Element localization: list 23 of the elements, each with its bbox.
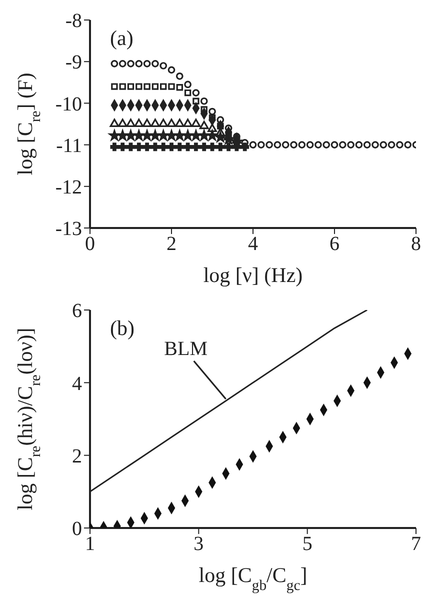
y-tick-label: -13 <box>55 218 82 240</box>
y-tick-label: -9 <box>65 52 82 74</box>
x-tick-label: 5 <box>302 533 312 556</box>
x-tick-label: 1 <box>85 533 95 556</box>
y-tick-label: -12 <box>55 176 82 198</box>
x-axis-title: log [ν] (Hz) <box>203 263 303 287</box>
y-tick-label: 6 <box>72 300 82 322</box>
x-tick-label: 6 <box>330 233 340 256</box>
x-tick-label: 7 <box>411 533 421 556</box>
annotation: BLM <box>164 338 208 360</box>
x-tick-label: 4 <box>248 233 258 256</box>
annotation: (b) <box>110 316 134 341</box>
x-tick-label: 3 <box>194 533 204 556</box>
y-tick-label: -10 <box>55 93 82 116</box>
x-tick-label: 2 <box>166 233 176 256</box>
y-tick-label: -11 <box>56 134 82 157</box>
x-axis-title: log [C$_{gb}$/C$_{gc}$] <box>198 563 308 594</box>
y-tick-label: 2 <box>72 445 82 468</box>
y-tick-label: 0 <box>72 518 82 540</box>
annotation: (a) <box>110 26 134 51</box>
y-tick-label: 4 <box>72 372 82 395</box>
y-tick-label: -8 <box>65 10 82 32</box>
x-tick-label: 8 <box>411 233 421 256</box>
